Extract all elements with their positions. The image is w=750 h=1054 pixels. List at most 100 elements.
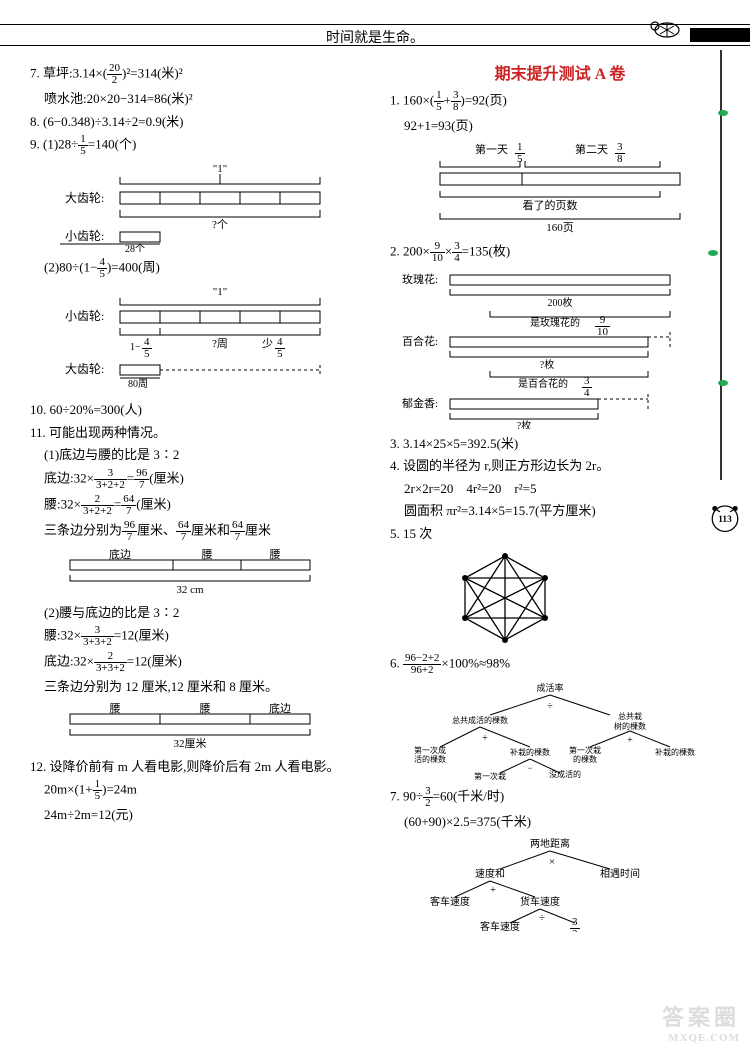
svg-text:小齿轮:: 小齿轮:	[65, 309, 104, 323]
diagram-flowers: 玫瑰花: 200枚 是玫瑰花的 910 百合花: ?枚 是百合花的 34 郁金香…	[400, 269, 730, 429]
r-q2: 2. 200×910×34=135(枚)	[390, 241, 730, 264]
q11-2-base: 底边:32×23+3+2=12(厘米)	[30, 651, 380, 674]
q7b-text: 喷水池:20×20−314=86(米)²	[30, 89, 380, 109]
svg-text:客车速度: 客车速度	[480, 920, 520, 932]
svg-text:腰: 腰	[110, 702, 121, 715]
svg-text:第一天: 第一天	[475, 142, 508, 156]
q7-text: 7. 草坪:3.14×(202)²=314(米)²	[30, 63, 380, 86]
r-q1b: 92+1=93(页)	[390, 116, 730, 136]
svg-text:腰: 腰	[202, 548, 213, 561]
svg-text:补栽的棵数: 补栽的棵数	[655, 747, 695, 757]
q11-text: 11. 可能出现两种情况。	[30, 423, 380, 443]
svg-text:160页: 160页	[546, 222, 574, 234]
svg-text:补栽的棵数: 补栽的棵数	[510, 747, 550, 757]
svg-text:活的棵数: 活的棵数	[414, 754, 446, 764]
diagram-gear-1: "1" 大齿轮: ?个 小齿轮: 28个	[60, 162, 380, 252]
svg-text:玫瑰花:: 玫瑰花:	[402, 272, 438, 286]
svg-text:−: −	[527, 763, 532, 773]
svg-text:+: +	[627, 735, 633, 746]
q12a: 20m×(1+15)=24m	[30, 779, 380, 802]
svg-text:货车速度: 货车速度	[520, 895, 560, 908]
svg-text:大齿轮:: 大齿轮:	[65, 362, 104, 376]
svg-text:看了的页数: 看了的页数	[523, 198, 578, 212]
svg-text:28个: 28个	[125, 243, 145, 252]
q11-three: 三条边分别为967厘米、647厘米和647厘米	[30, 520, 380, 543]
svg-text:百合花:: 百合花:	[402, 334, 438, 348]
r-q1: 1. 160×(15+38)=92(页)	[390, 90, 730, 113]
svg-text:少: 少	[262, 337, 273, 350]
r-q7b: (60+90)×2.5=375(千米)	[390, 812, 730, 832]
svg-text:第一次栽: 第一次栽	[569, 745, 601, 755]
left-column: 7. 草坪:3.14×(202)²=314(米)² 喷水池:20×20−314=…	[30, 40, 380, 937]
svg-text:大齿轮:: 大齿轮:	[65, 191, 104, 205]
svg-text:底边: 底边	[269, 702, 291, 715]
diagram-pages: 第一天 15 第二天 38 看了的页数 160页	[420, 141, 730, 236]
svg-text:第二天: 第二天	[575, 142, 608, 156]
svg-text:总共成活的棵数: 总共成活的棵数	[452, 715, 508, 725]
svg-text:?个: ?个	[212, 218, 228, 231]
svg-text:32厘米: 32厘米	[174, 737, 207, 750]
header-black-bar	[690, 28, 750, 42]
r-q4c: 圆面积 πr²=3.14×5=15.7(平方厘米)	[390, 501, 730, 521]
svg-text:?枚: ?枚	[540, 358, 554, 371]
svg-text:"1": "1"	[213, 286, 227, 298]
watermark: 答案圈 MXQE.COM	[662, 1000, 740, 1044]
leaf-icon	[718, 380, 728, 386]
svg-text:第一次栽: 第一次栽	[474, 771, 506, 781]
diagram-hexagon	[450, 548, 730, 648]
svg-text:113: 113	[718, 515, 732, 525]
q9-1-text: 9. (1)28÷15=140(个)	[30, 134, 380, 157]
svg-text:+: +	[482, 733, 488, 744]
svg-text:是玫瑰花的: 是玫瑰花的	[530, 316, 580, 329]
svg-text:第一次成: 第一次成	[414, 745, 446, 755]
svg-text:1−: 1−	[130, 342, 141, 353]
diagram-triangle-sides-2: 腰 腰 底边 32厘米	[60, 702, 380, 752]
r-q3: 3. 3.14×25×5=392.5(米)	[390, 434, 730, 454]
svg-text:速度和: 速度和	[475, 867, 505, 880]
diagram-tree-survive: 成活率 ÷ 总共成活的棵数 总共栽 树的棵数 + + 第一次成活的棵数 补栽的棵…	[390, 681, 730, 781]
q12b: 24m÷2m=12(元)	[30, 805, 380, 825]
leaf-icon	[708, 250, 718, 256]
r-q6: 6. 96−2+296+2×100%≈98%	[390, 653, 730, 676]
q11-2-three: 三条边分别为 12 厘米,12 厘米和 8 厘米。	[30, 677, 380, 697]
header-quote: 时间就是生命。	[0, 24, 750, 47]
q10-text: 10. 60÷20%=300(人)	[30, 400, 380, 420]
section-title: 期末提升测试 A 卷	[390, 60, 730, 84]
q11-1-text: (1)底边与腰的比是 3∶2	[30, 445, 380, 465]
svg-text:腰: 腰	[270, 548, 281, 561]
svg-text:"1": "1"	[213, 163, 227, 175]
q11-2-text: (2)腰与底边的比是 3∶2	[30, 603, 380, 623]
svg-text:是百合花的: 是百合花的	[518, 377, 568, 390]
diagram-triangle-sides-1: 底边 腰 腰 32 cm	[60, 548, 380, 598]
svg-text:的棵数: 的棵数	[573, 754, 597, 764]
svg-text:相遇时间: 相遇时间	[600, 867, 640, 880]
diagram-tree-speed: 两地距离 × 速度和 相遇时间 + 客车速度 货车速度 ÷ 客车速度 32	[420, 837, 730, 932]
page-number-badge: 113	[708, 500, 742, 534]
svg-text:小齿轮:: 小齿轮:	[65, 229, 104, 243]
header-line	[0, 45, 750, 46]
svg-text:32 cm: 32 cm	[176, 584, 204, 596]
svg-text:+: +	[490, 884, 496, 896]
svg-text:底边: 底边	[109, 548, 131, 561]
q11-base: 底边:32×33+2+2=967(厘米)	[30, 468, 380, 491]
svg-text:腰: 腰	[200, 702, 211, 715]
svg-text:郁金香:: 郁金香:	[402, 396, 438, 410]
svg-text:×: ×	[549, 856, 555, 868]
svg-text:没成活的: 没成活的	[549, 769, 581, 779]
svg-text:80周: 80周	[128, 378, 148, 390]
q11-2-waist: 腰:32×33+3+2=12(厘米)	[30, 625, 380, 648]
r-q4: 4. 设圆的半径为 r,则正方形边长为 2r。	[390, 456, 730, 476]
leaf-icon	[718, 110, 728, 116]
svg-text:两地距离: 两地距离	[530, 837, 570, 850]
svg-text:÷: ÷	[539, 912, 545, 924]
turtle-icon	[645, 10, 685, 40]
svg-text:树的棵数: 树的棵数	[614, 721, 646, 731]
r-q7: 7. 90÷32=60(千米/时)	[390, 786, 730, 809]
r-q5: 5. 15 次	[390, 524, 730, 544]
svg-text:成活率: 成活率	[536, 682, 563, 693]
q8-text: 8. (6−0.348)÷3.14÷2=0.9(米)	[30, 112, 380, 132]
svg-text:200枚: 200枚	[548, 296, 573, 309]
svg-text:总共栽: 总共栽	[618, 711, 642, 721]
svg-text:?周: ?周	[212, 337, 228, 350]
r-q4b: 2r×2r=20 4r²=20 r²=5	[390, 479, 730, 499]
